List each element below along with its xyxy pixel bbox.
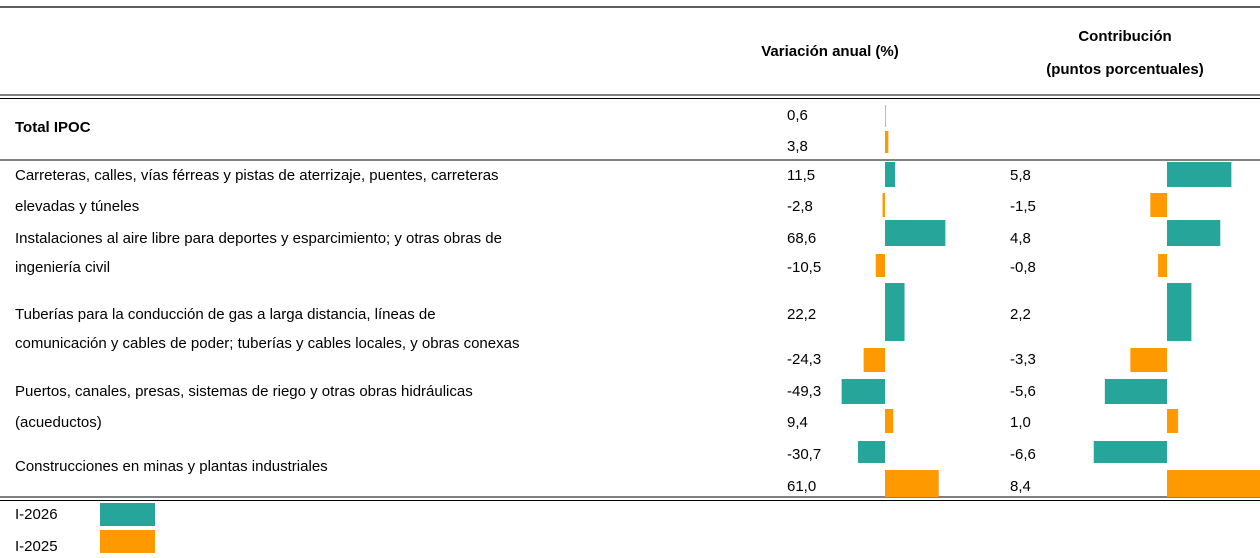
value-label: 3,8 [787, 138, 808, 155]
bar [841, 379, 885, 404]
row-label: (acueductos) [15, 414, 102, 431]
value-label: -10,5 [787, 259, 821, 276]
value-label: 0,6 [787, 107, 808, 124]
bar [1158, 254, 1167, 277]
value-label: -30,7 [787, 446, 821, 463]
legend-swatch [100, 530, 155, 553]
row-label: elevadas y túneles [15, 198, 139, 215]
row-label: Tuberías para la conducción de gas a lar… [15, 306, 436, 323]
value-label: 68,6 [787, 230, 816, 247]
row-label: Total IPOC [15, 119, 91, 136]
value-label: -5,6 [1010, 383, 1036, 400]
bar [1104, 379, 1167, 404]
bar [885, 105, 886, 127]
value-label: -1,5 [1010, 198, 1036, 215]
value-label: 1,0 [1010, 414, 1031, 431]
bar [1167, 409, 1179, 433]
row-label: Carreteras, calles, vías férreas y pista… [15, 167, 499, 184]
value-label: 5,8 [1010, 167, 1031, 184]
value-label: -49,3 [787, 383, 821, 400]
bar [1167, 162, 1232, 187]
legend-label: I-2026 [15, 506, 58, 523]
row-label: comunicación y cables de poder; tuberías… [15, 335, 519, 352]
bar [1093, 441, 1167, 463]
bar [885, 162, 896, 187]
value-label: -6,6 [1010, 446, 1036, 463]
bar [885, 283, 905, 341]
value-label: -0,8 [1010, 259, 1036, 276]
row-label: Puertos, canales, presas, sistemas de ri… [15, 383, 473, 400]
bar [1150, 193, 1167, 217]
value-label: -3,3 [1010, 351, 1036, 368]
value-label: 4,8 [1010, 230, 1031, 247]
bar [882, 193, 885, 217]
bar [885, 131, 889, 153]
bar [885, 409, 894, 433]
value-label: 8,4 [1010, 478, 1031, 495]
column-header: Variación anual (%) [761, 43, 899, 60]
legend-label: I-2025 [15, 538, 58, 555]
bar [1167, 470, 1260, 497]
row-label: ingeniería civil [15, 259, 110, 276]
value-label: 2,2 [1010, 306, 1031, 323]
value-label: 11,5 [787, 167, 815, 184]
legend-swatch [100, 503, 155, 526]
bar [875, 254, 885, 277]
bar [857, 441, 885, 463]
value-label: -24,3 [787, 351, 821, 368]
value-label: 22,2 [787, 306, 816, 323]
row-label: Construcciones en minas y plantas indust… [15, 458, 328, 475]
value-label: 9,4 [787, 414, 808, 431]
row-label: Instalaciones al aire libre para deporte… [15, 230, 502, 247]
bar [863, 348, 885, 372]
value-label: 61,0 [787, 478, 816, 495]
bar [885, 220, 946, 246]
bar [1167, 220, 1221, 246]
column-header: Contribución [1078, 28, 1171, 45]
column-header: (puntos porcentuales) [1046, 61, 1204, 78]
bar [1167, 283, 1192, 341]
bar [1130, 348, 1167, 372]
bar [885, 470, 939, 497]
value-label: -2,8 [787, 198, 813, 215]
